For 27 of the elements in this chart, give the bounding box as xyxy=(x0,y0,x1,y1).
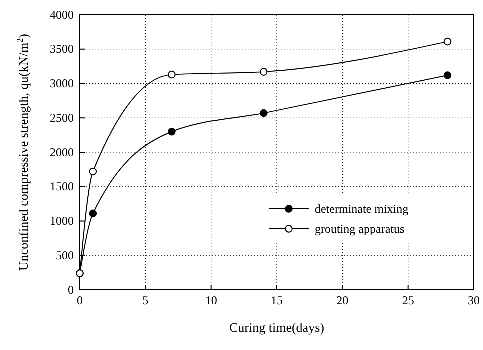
y-tick-label: 2500 xyxy=(50,110,74,125)
point xyxy=(260,109,268,118)
y-tick-label: 4000 xyxy=(50,8,74,22)
point xyxy=(89,210,98,218)
legend-label: grouting apparatus xyxy=(315,222,405,236)
point xyxy=(444,38,452,46)
x-tick-label: 0 xyxy=(77,294,83,308)
point xyxy=(168,128,176,136)
point xyxy=(168,70,176,79)
x-tick-label: 20 xyxy=(336,294,349,308)
y-tick-label: 1500 xyxy=(50,180,74,194)
y-tick-label: 3500 xyxy=(50,42,74,56)
point xyxy=(444,72,452,80)
x-tick-label: 30 xyxy=(468,294,480,308)
point xyxy=(260,68,268,76)
y-tick-label: 500 xyxy=(56,248,74,262)
y-tick-label: 2000 xyxy=(50,145,74,160)
x-tick-label: 10 xyxy=(205,294,218,308)
legend-label: determinate mixing xyxy=(315,202,409,216)
y-tick-label: 0 xyxy=(68,282,74,297)
x-tick-label: 25 xyxy=(402,294,414,308)
y-tick-label: 1000 xyxy=(50,214,74,228)
x-axis-title: Curing time(days) xyxy=(230,320,324,335)
x-tick-label: 15 xyxy=(271,294,283,308)
x-tick-label: 5 xyxy=(142,294,149,308)
y-tick-label: 3000 xyxy=(50,76,74,91)
point xyxy=(89,168,98,176)
